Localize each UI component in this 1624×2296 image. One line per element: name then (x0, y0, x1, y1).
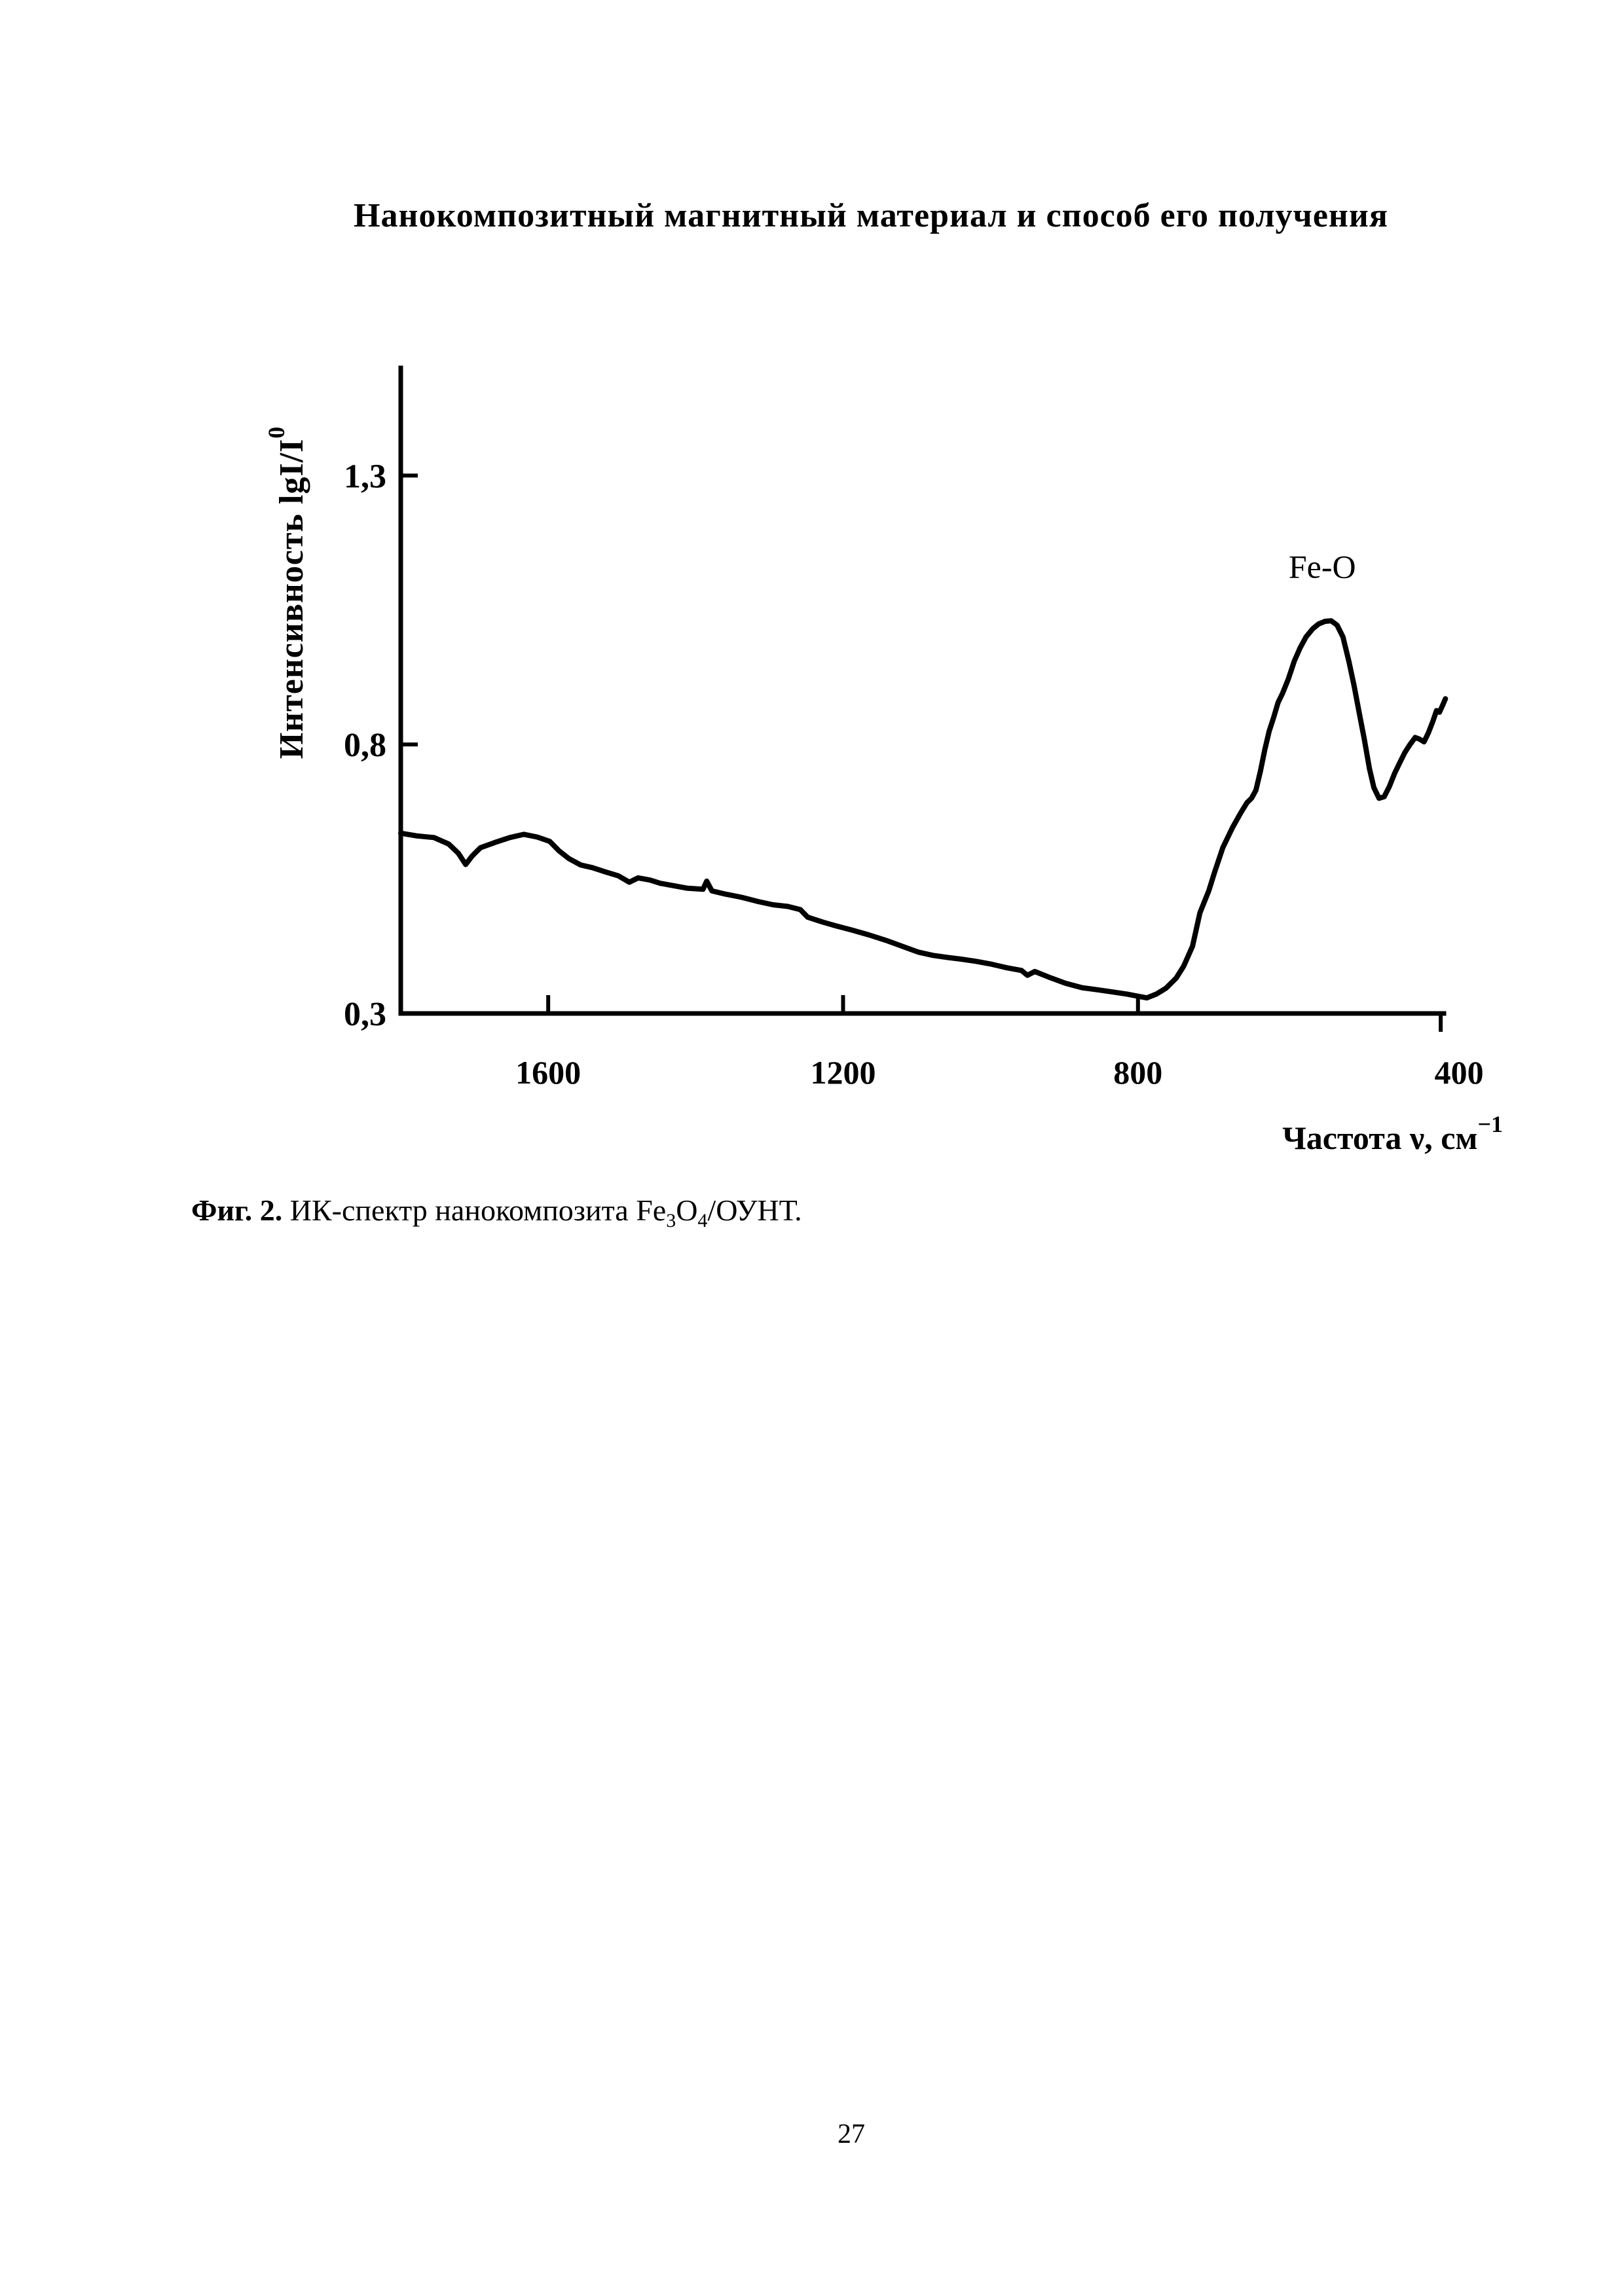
figure-caption-formula-sub4: 4 (697, 1210, 708, 1232)
figure-caption: Фиг. 2. ИК-спектр нанокомпозита Fe3O4/ОУ… (191, 1193, 802, 1232)
fe-o-annotation: Fe-O (1289, 548, 1356, 585)
figure-caption-text: ИК-спектр нанокомпозита (282, 1194, 637, 1227)
x-tick-label: 1600 (515, 1054, 581, 1091)
document-title: Нанокомпозитный магнитный материал и спо… (354, 197, 1388, 234)
figure-caption-label: Фиг. 2. (191, 1194, 283, 1227)
y-axis-title: Интенсивность lgI/I0 (263, 426, 310, 759)
figure-caption-formula-post: /ОУНТ. (707, 1194, 802, 1227)
x-tick-label: 800 (1113, 1054, 1162, 1091)
spectrum-curve (398, 618, 1449, 1001)
figure-caption-formula-sub3: 3 (666, 1210, 676, 1232)
figure-caption-formula-pre: Fe (636, 1194, 667, 1227)
page-number: 27 (838, 2119, 865, 2149)
y-tick-label: 1,3 (344, 458, 386, 495)
x-tick-label: 1200 (810, 1054, 876, 1091)
figure-caption-formula-mid: O (676, 1194, 698, 1227)
x-tick-label: 400 (1435, 1054, 1484, 1091)
ir-spectrum-chart: 1,3 0,8 0,3 1600 1200 800 400 Fe-O Частота ν, см… (263, 365, 1503, 1156)
x-axis-title: Частота ν, см−1 (1282, 1111, 1503, 1156)
y-tick-label: 0,3 (344, 996, 386, 1033)
y-tick-label: 0,8 (344, 727, 386, 764)
